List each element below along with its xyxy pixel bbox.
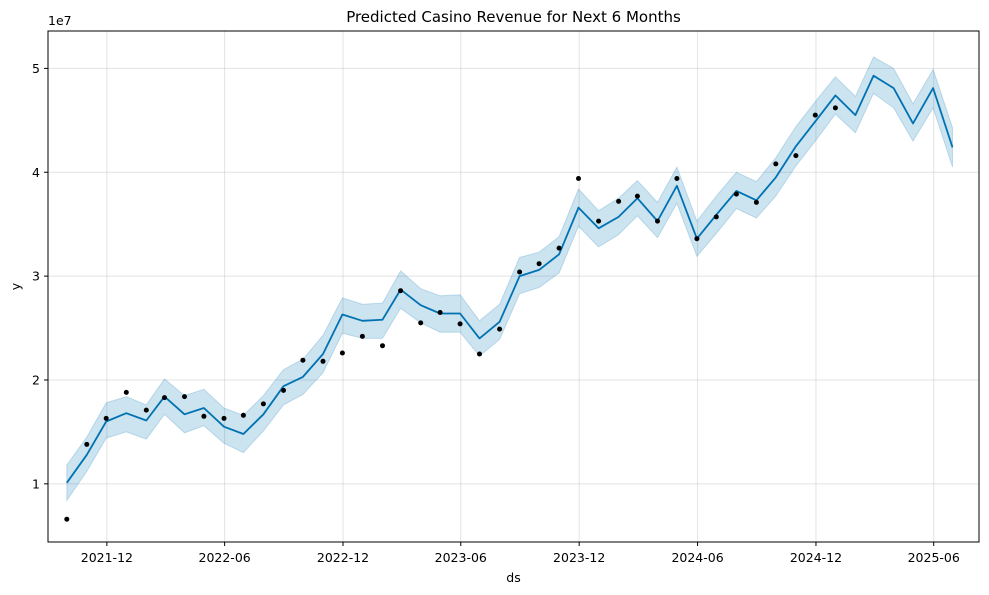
- observed-point: [832, 105, 838, 111]
- observed-point: [616, 198, 622, 204]
- observed-point: [260, 401, 266, 407]
- grid: [48, 31, 979, 542]
- observed-point: [103, 415, 109, 421]
- x-tick-label: 2025-06: [908, 550, 960, 565]
- y-tick-label: 3: [32, 269, 40, 284]
- observed-point: [793, 153, 799, 159]
- uncertainty-interval-area: [66, 56, 953, 503]
- x-tick-label: 2021-12: [81, 550, 133, 565]
- observed-point: [694, 236, 700, 242]
- observed-point: [281, 387, 286, 393]
- plot-frame: [47, 30, 980, 543]
- y-tick-label: 5: [32, 61, 40, 76]
- observed-point: [84, 441, 90, 447]
- observed-point: [457, 321, 463, 327]
- observed-point: [123, 389, 129, 395]
- x-tick-label: 2024-06: [671, 550, 723, 565]
- x-axis: 2021-12 2022-06 2022-12 2023-06 2023-12 2024-…: [81, 542, 960, 565]
- observed-point: [320, 358, 326, 364]
- y-axis-label: y: [8, 282, 23, 290]
- observed-point: [753, 199, 759, 205]
- observed-point: [674, 176, 680, 181]
- x-tick-label: 2022-12: [317, 550, 369, 565]
- observed-point: [634, 193, 640, 199]
- observed-point: [497, 326, 503, 332]
- observed-point: [733, 191, 739, 197]
- observed-point: [201, 413, 207, 419]
- y-axis: 1 2 3 4 5: [32, 61, 48, 491]
- observed-point: [380, 343, 385, 349]
- observed-point: [655, 218, 660, 224]
- observed-point: [143, 407, 149, 413]
- observed-point: [221, 415, 227, 421]
- x-tick-label: 2023-12: [553, 550, 605, 565]
- observed-point: [576, 176, 581, 181]
- x-tick-label: 2024-12: [790, 550, 842, 565]
- observed-point: [240, 412, 246, 418]
- y-tick-label: 1: [32, 476, 40, 491]
- observed-point: [437, 310, 443, 315]
- observed-point: [596, 218, 602, 224]
- observed-point: [300, 357, 306, 363]
- observed-point: [418, 320, 424, 326]
- observed-point: [359, 333, 365, 339]
- observed-point: [64, 516, 70, 522]
- observed-point: [713, 214, 719, 220]
- observed-point: [339, 350, 345, 356]
- x-tick-label: 2023-06: [435, 550, 487, 565]
- observed-point: [398, 288, 404, 294]
- observed-point: [182, 394, 187, 400]
- forecast-line: [66, 74, 954, 484]
- observed-point: [517, 269, 523, 275]
- observed-point: [812, 112, 818, 118]
- observed-point: [536, 261, 542, 267]
- x-tick-label: 2022-06: [199, 550, 251, 565]
- observed-point: [556, 245, 562, 251]
- observed-point: [773, 161, 779, 167]
- forecast-line-group: [66, 74, 954, 484]
- x-axis-label: ds: [506, 570, 520, 585]
- observed-point: [162, 395, 167, 401]
- uncertainty-band: [66, 56, 953, 503]
- y-tick-label: 2: [32, 372, 40, 387]
- chart-title: Predicted Casino Revenue for Next 6 Mont…: [346, 8, 681, 26]
- y-multiplier-label: 1e7: [48, 13, 72, 28]
- y-tick-label: 4: [32, 165, 40, 180]
- observed-points: [64, 105, 838, 522]
- observed-point: [477, 351, 482, 357]
